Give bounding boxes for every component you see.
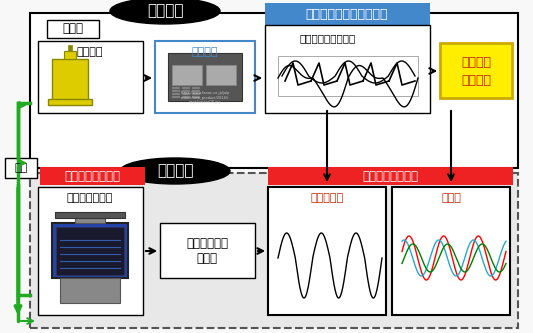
- Bar: [172, 65, 202, 85]
- Text: 現実空間: 現実空間: [147, 4, 183, 19]
- Bar: [60, 278, 120, 303]
- Text: 実加工: 実加工: [62, 23, 84, 36]
- Bar: [56, 227, 124, 275]
- Bar: [38, 187, 143, 315]
- Bar: [192, 96, 200, 98]
- Ellipse shape: [110, 0, 220, 24]
- Bar: [68, 45, 72, 51]
- Bar: [168, 53, 242, 101]
- Ellipse shape: [120, 158, 230, 184]
- Bar: [278, 56, 418, 96]
- Bar: [192, 87, 200, 89]
- Text: https://www.fanuc.co.jp/ja/p
roduct/new_product/2014/i
naga/vertex08.jpg: https://www.fanuc.co.jp/ja/p roduct/new_…: [180, 91, 230, 104]
- Text: 制御装置: 制御装置: [192, 47, 218, 57]
- Bar: [47, 20, 99, 38]
- Bar: [192, 90, 200, 92]
- Bar: [172, 96, 180, 98]
- Text: シミュレーション: シミュレーション: [64, 169, 120, 182]
- Bar: [268, 167, 513, 185]
- Text: 同期: 同期: [14, 163, 28, 173]
- Bar: [155, 41, 255, 113]
- Text: 工作機械: 工作機械: [77, 47, 103, 57]
- Text: 仮想モニタリング: 仮想モニタリング: [362, 169, 418, 182]
- Text: 切削力: 切削力: [441, 193, 461, 203]
- Bar: [64, 51, 76, 59]
- Text: 主軸モータートルク: 主軸モータートルク: [300, 33, 356, 43]
- Bar: [440, 43, 512, 98]
- Text: センサレスモニタリング: センサレスモニタリング: [306, 8, 388, 21]
- Text: リアルタイム
で予測: リアルタイム で予測: [186, 237, 228, 265]
- Bar: [30, 173, 518, 328]
- Bar: [160, 223, 255, 278]
- Bar: [48, 99, 92, 105]
- Bar: [172, 87, 180, 89]
- Bar: [30, 13, 518, 168]
- Bar: [38, 41, 143, 113]
- Bar: [172, 90, 180, 92]
- Bar: [206, 65, 236, 85]
- Text: 仮想空間: 仮想空間: [157, 164, 193, 178]
- Bar: [265, 25, 430, 113]
- Text: 摩耗把握: 摩耗把握: [461, 74, 491, 87]
- Bar: [182, 90, 190, 92]
- Bar: [192, 93, 200, 95]
- Bar: [268, 187, 386, 315]
- Text: コンピューター: コンピューター: [67, 193, 113, 203]
- Bar: [172, 93, 180, 95]
- Bar: [52, 223, 128, 278]
- Bar: [5, 158, 37, 178]
- Bar: [52, 59, 88, 101]
- Bar: [265, 3, 430, 25]
- Bar: [75, 218, 105, 223]
- Bar: [182, 93, 190, 95]
- Text: 切削トルク: 切削トルク: [310, 193, 344, 203]
- Bar: [182, 96, 190, 98]
- Bar: [40, 167, 145, 185]
- Bar: [392, 187, 510, 315]
- Bar: [55, 212, 125, 218]
- Text: 欠損検知: 欠損検知: [461, 56, 491, 69]
- Bar: [182, 87, 190, 89]
